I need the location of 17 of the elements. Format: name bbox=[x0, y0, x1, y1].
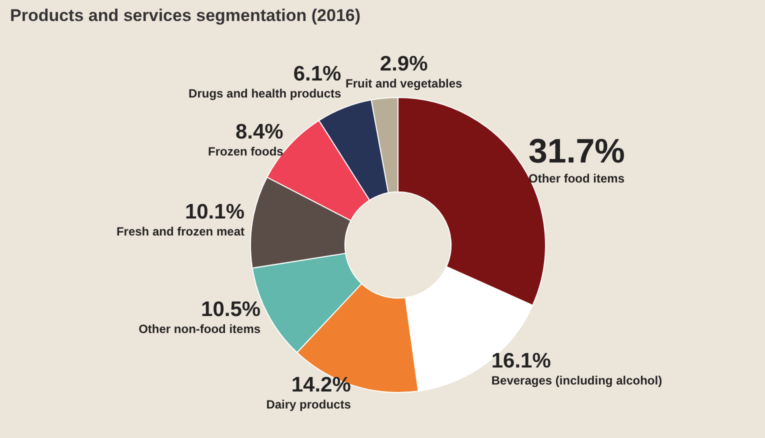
chart-title: Products and services segmentation (2016) bbox=[10, 6, 361, 26]
data-label: 10.5% bbox=[201, 298, 261, 322]
data-label: 10.1% bbox=[184, 200, 245, 224]
data-label: 2.9% bbox=[380, 52, 428, 76]
data-label: 14.2% bbox=[291, 373, 352, 396]
data-label: 6.1% bbox=[293, 62, 342, 86]
slice-label: Beverages (including alcohol) bbox=[491, 374, 662, 388]
slice-label: Other food items bbox=[528, 171, 625, 186]
slice-label: Fresh and frozen meat bbox=[116, 224, 244, 239]
slice-label: Drugs and health products bbox=[188, 86, 342, 101]
data-label: 31.7% bbox=[528, 132, 625, 170]
slice-label: Dairy products bbox=[266, 398, 352, 412]
slice-label: Other non-food items bbox=[138, 322, 261, 336]
slice-label: Fruit and vegetables bbox=[346, 76, 463, 90]
slice-label: Frozen foods bbox=[208, 144, 284, 158]
data-label: 8.4% bbox=[235, 120, 284, 144]
data-label: 16.1% bbox=[491, 350, 552, 373]
